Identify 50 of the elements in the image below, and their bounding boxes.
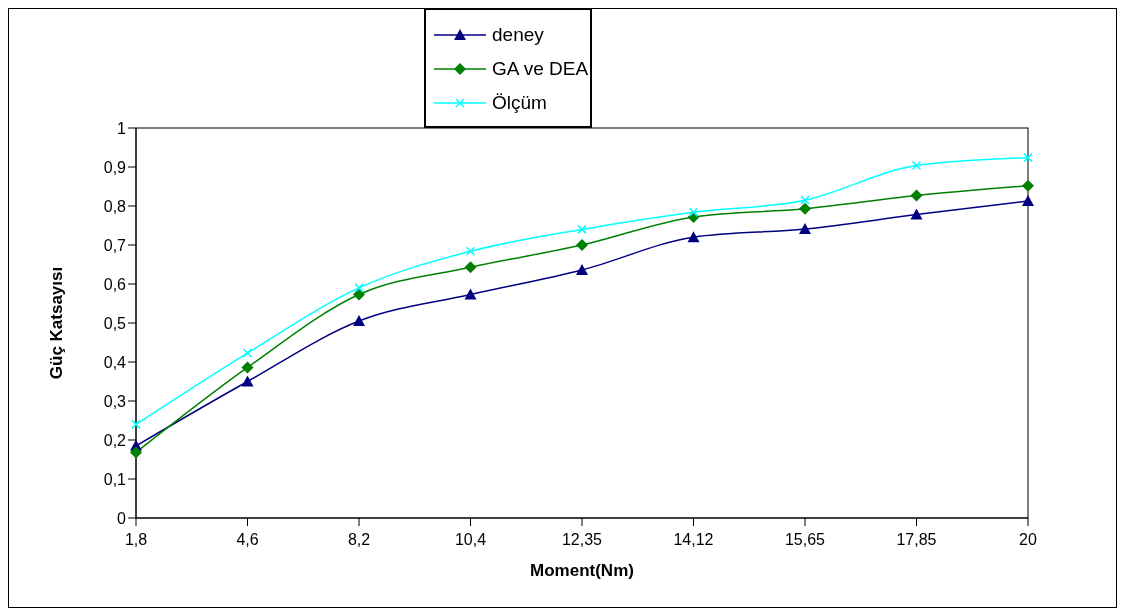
point	[799, 223, 811, 235]
x-tick-label: 12,35	[561, 531, 603, 549]
point	[130, 446, 142, 459]
y-tick-label: 0,1	[103, 470, 127, 488]
point	[465, 246, 476, 256]
point	[464, 261, 477, 274]
y-tick-label: 1	[117, 119, 127, 137]
point	[688, 207, 699, 217]
point	[353, 288, 365, 301]
y-tick-label: 0,2	[103, 431, 127, 449]
point	[799, 202, 811, 215]
y-tick-label: 0,5	[103, 314, 127, 332]
y-tick-label: 0,6	[103, 275, 127, 293]
y-tick-label: 0,4	[103, 353, 127, 371]
x-tick-label: 10,4	[454, 531, 487, 549]
point	[911, 160, 922, 171]
point	[1023, 152, 1033, 163]
x-tick-label: 15,65	[784, 531, 826, 549]
x-tick-label: 17,85	[896, 531, 937, 549]
point	[800, 195, 810, 205]
x-axis-title: Moment(Nm)	[530, 561, 634, 580]
x-tick-label: 4,6	[236, 531, 259, 549]
x-tick-label: 1,8	[124, 531, 148, 549]
point	[464, 288, 477, 300]
x-tick-label: 20	[1019, 531, 1037, 549]
point	[910, 189, 923, 202]
legend-label: deney	[492, 24, 544, 46]
y-tick-label: 0,3	[103, 392, 127, 410]
y-tick-label: 0,9	[103, 158, 127, 176]
point	[353, 315, 365, 327]
point	[910, 208, 923, 220]
point	[1022, 194, 1034, 206]
point	[576, 239, 588, 251]
x-tick-label: 14,12	[673, 531, 714, 549]
point	[1022, 179, 1034, 192]
point	[241, 361, 254, 374]
point	[131, 419, 141, 430]
point	[241, 375, 254, 387]
y-axis-title: Güç Katsayısı	[47, 266, 67, 380]
y-tick-label: 0,7	[103, 236, 127, 254]
legend-label: GA ve DEA	[492, 58, 589, 80]
x-tick-label: 8,2	[347, 531, 371, 549]
point	[354, 283, 364, 293]
legend-label: Ölçüm	[492, 92, 547, 114]
point	[576, 263, 588, 275]
y-tick-label: 0	[117, 509, 127, 527]
y-tick-label: 0,8	[103, 197, 127, 215]
point	[242, 348, 253, 358]
point	[577, 224, 587, 235]
point	[687, 231, 700, 243]
